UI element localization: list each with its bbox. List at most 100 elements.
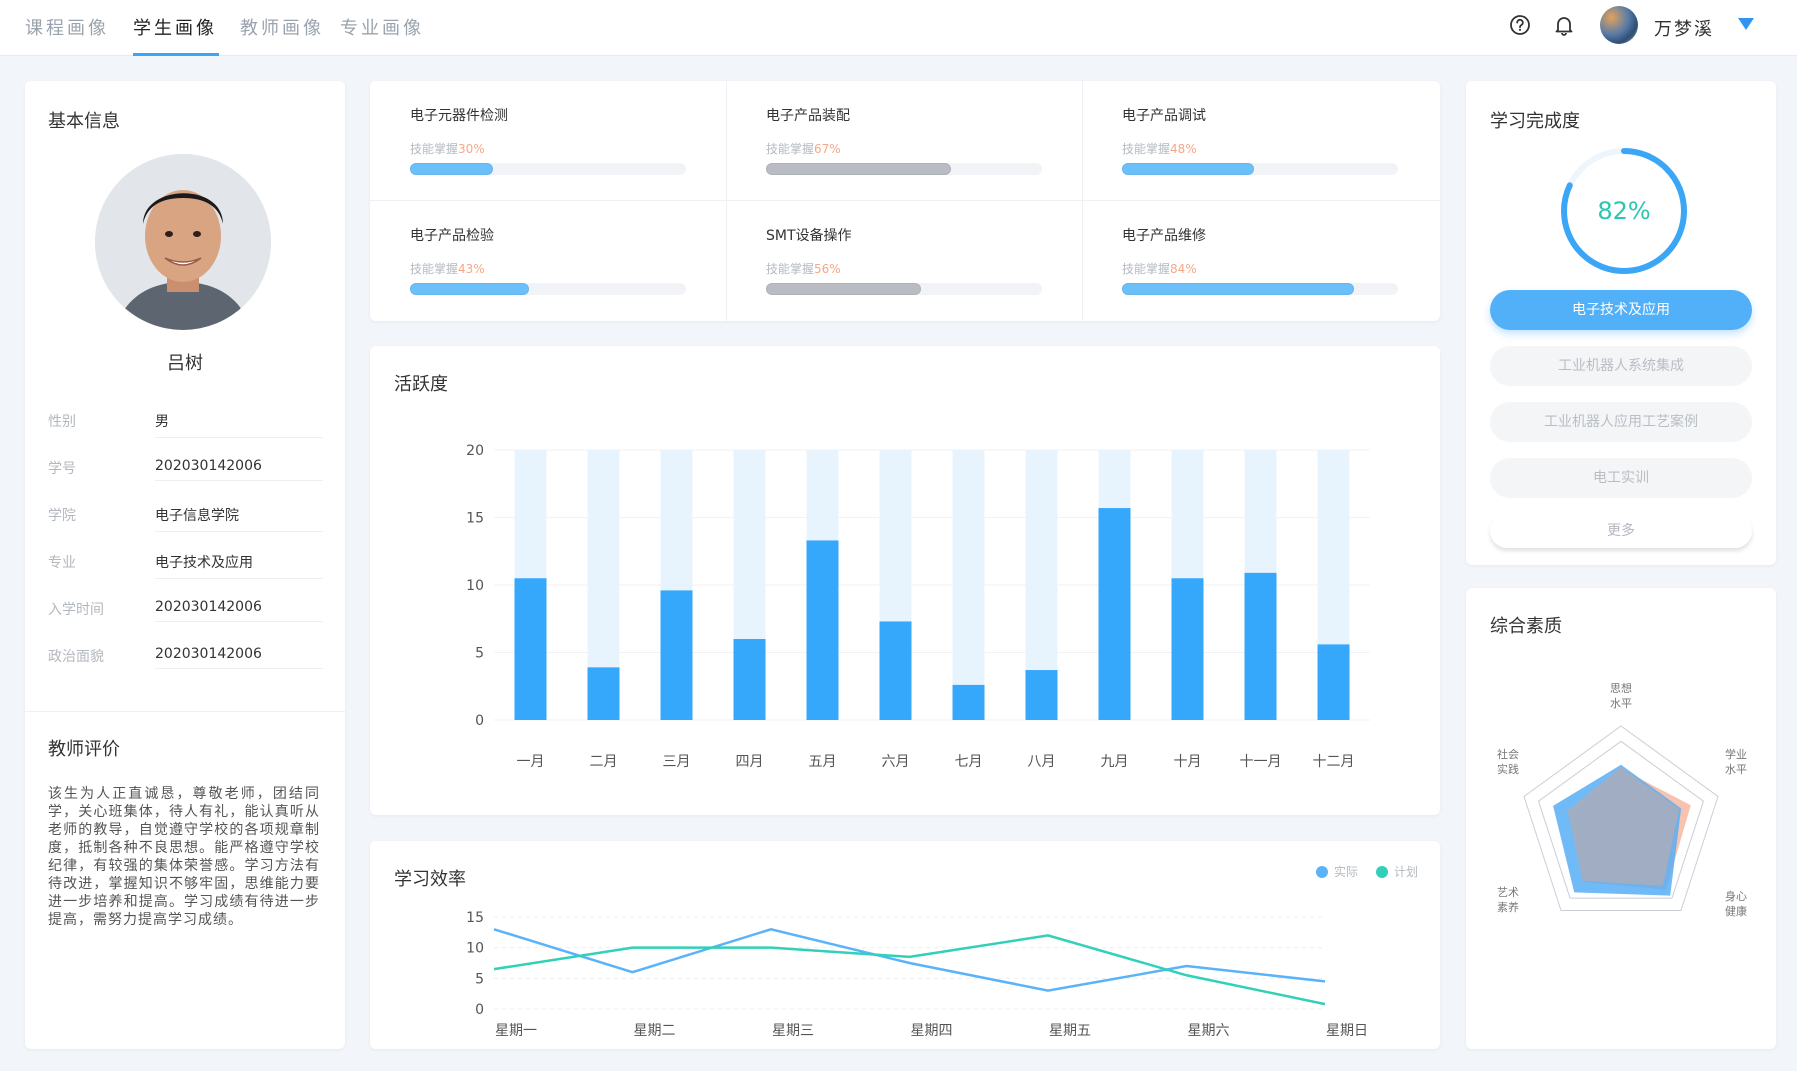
activity-bar	[514, 578, 547, 720]
x-tick-label: 星期日	[1326, 1023, 1368, 1039]
x-tick-label: 七月	[955, 754, 983, 770]
teacher-eval-title: 教师评价	[48, 739, 120, 760]
skill-progress-track	[766, 283, 1042, 295]
activity-bar	[587, 667, 620, 720]
skill-name: 电子产品调试	[1122, 108, 1206, 124]
info-row-college: 学院 电子信息学院	[48, 495, 323, 535]
info-label: 入学时间	[48, 602, 104, 618]
student-name: 吕树	[167, 353, 203, 374]
skill-name: 电子产品装配	[766, 108, 850, 124]
radar-grid	[1537, 740, 1705, 899]
section-divider	[25, 711, 345, 712]
info-value: 电子技术及应用	[155, 552, 323, 579]
legend-label: 实际	[1334, 864, 1358, 879]
tab-major-profile[interactable]: 专业画像	[340, 18, 424, 39]
radar-axis-label: 水平	[1725, 763, 1747, 776]
legend-label: 计划	[1394, 865, 1418, 879]
x-tick-label: 星期二	[634, 1023, 676, 1039]
activity-bar	[1098, 508, 1131, 720]
x-tick-label: 九月	[1101, 754, 1129, 770]
tab-course-profile[interactable]: 课程画像	[25, 18, 109, 39]
skill-mastery-label: 技能掌握43%	[410, 262, 485, 276]
skill-progress-fill	[1122, 163, 1255, 175]
x-tick-label: 十二月	[1313, 754, 1355, 770]
info-row-major: 专业 电子技术及应用	[48, 542, 323, 582]
skill-name: 电子产品维修	[1122, 228, 1206, 244]
info-label: 性别	[48, 414, 76, 430]
y-tick-label: 10	[466, 941, 484, 957]
top-navbar: 课程画像 学生画像 教师画像 专业画像 万梦溪	[0, 0, 1797, 56]
y-tick-label: 20	[466, 443, 484, 459]
y-tick-label: 5	[475, 646, 484, 662]
series-line	[493, 927, 1326, 992]
skill-mastery-label: 技能掌握67%	[766, 142, 841, 156]
activity-title: 活跃度	[394, 374, 448, 395]
skill-percent: 30%	[458, 142, 485, 156]
skill-item: 电子元器件检测 技能掌握30%	[370, 81, 726, 201]
y-tick-label: 15	[466, 910, 484, 926]
radar-axis-label: 身心	[1725, 889, 1747, 903]
tab-student-profile[interactable]: 学生画像	[133, 18, 217, 39]
completion-card: 学习完成度 82% 电子技术及应用 工业机器人系统集成 工业机器人应用工艺案例 …	[1466, 81, 1776, 565]
course-button-robot-integration[interactable]: 工业机器人系统集成	[1490, 346, 1752, 386]
x-tick-label: 一月	[517, 754, 545, 770]
course-button-electrician-training[interactable]: 电工实训	[1490, 458, 1752, 498]
x-tick-label: 十一月	[1240, 754, 1282, 770]
skill-progress-fill	[410, 283, 529, 295]
legend-marker	[1376, 866, 1388, 878]
radar-axis-label: 思想	[1610, 681, 1632, 695]
user-name[interactable]: 万梦溪	[1654, 19, 1714, 40]
radar-axis-label: 水平	[1610, 697, 1632, 710]
skill-mastery-label: 技能掌握56%	[766, 262, 841, 276]
x-tick-label: 八月	[1028, 754, 1056, 770]
info-value: 电子信息学院	[155, 505, 323, 532]
activity-bar	[660, 590, 693, 720]
skill-progress-fill	[766, 283, 921, 295]
skill-progress-fill	[766, 163, 951, 175]
skill-percent: 56%	[814, 262, 841, 276]
caret-down-icon[interactable]	[1738, 18, 1754, 30]
radar-axis-label: 社会	[1497, 747, 1519, 761]
bell-icon[interactable]	[1553, 14, 1575, 36]
tab-teacher-profile[interactable]: 教师画像	[240, 18, 324, 39]
activity-bar	[1317, 644, 1350, 720]
info-row-student-id: 学号 202030142006	[48, 448, 323, 488]
skill-progress-fill	[410, 163, 493, 175]
skill-mastery-label: 技能掌握48%	[1122, 142, 1197, 156]
x-tick-label: 星期五	[1049, 1023, 1091, 1039]
efficiency-line-chart: 0 5 10 15 星期一 星期二 星期三 星期四 星期五 星期六 星期日 实际 计划	[466, 864, 1418, 1039]
skill-item: 电子产品检验 技能掌握43%	[370, 201, 726, 321]
skill-progress-track	[410, 283, 686, 295]
skill-progress-track	[766, 163, 1042, 175]
info-row-political-status: 政治面貌 202030142006	[48, 636, 323, 676]
activity-bar	[806, 540, 839, 720]
x-tick-label: 星期一	[495, 1023, 537, 1039]
y-tick-label: 0	[475, 713, 484, 729]
info-row-enrollment-date: 入学时间 202030142006	[48, 589, 323, 629]
radar-axis-label: 学业	[1725, 747, 1747, 761]
teacher-eval-text: 该生为人正直诚恳，尊敬老师，团结同学，关心班集体，待人有礼，能认真听从老师的教导…	[48, 786, 320, 928]
skill-percent: 67%	[814, 142, 841, 156]
skill-name: SMT设备操作	[766, 228, 852, 244]
radar-grid	[1523, 725, 1719, 912]
basic-info-title: 基本信息	[48, 111, 120, 132]
student-info-card: 基本信息 吕树 性别 男 学号 202030142006 学院 电子信息学院 专…	[25, 81, 345, 1049]
course-button-robot-process[interactable]: 工业机器人应用工艺案例	[1490, 402, 1752, 442]
skill-mastery-label: 技能掌握30%	[410, 142, 485, 156]
info-row-gender: 性别 男	[48, 401, 323, 441]
y-tick-label: 0	[475, 1002, 484, 1018]
x-tick-label: 六月	[882, 754, 910, 770]
skill-name: 电子产品检验	[410, 228, 494, 244]
more-courses-button[interactable]: 更多	[1490, 514, 1752, 548]
series-line	[493, 934, 1326, 1006]
x-tick-label: 星期三	[772, 1023, 814, 1039]
info-label: 专业	[48, 555, 76, 571]
skills-card: 电子元器件检测 技能掌握30% 电子产品装配 技能掌握67% 电子产品调试 技能…	[370, 81, 1440, 321]
ring-progress	[1561, 148, 1687, 274]
completion-ring: 82%	[1561, 148, 1687, 274]
course-button-electronics[interactable]: 电子技术及应用	[1490, 290, 1752, 330]
avatar[interactable]	[1600, 6, 1638, 44]
help-icon[interactable]	[1509, 14, 1531, 36]
efficiency-title: 学习效率	[394, 869, 466, 890]
radar-axis-label: 艺术	[1497, 886, 1519, 899]
